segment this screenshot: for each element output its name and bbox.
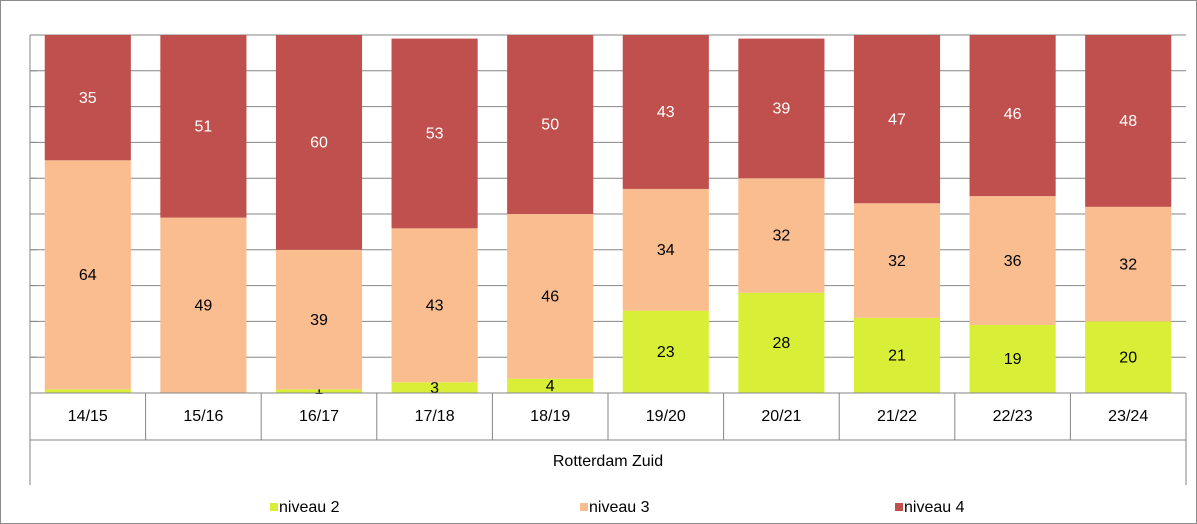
x-tick-label: 15/16	[183, 408, 223, 425]
data-label: 3	[430, 380, 439, 397]
bar-segment	[160, 35, 247, 218]
bar-segment	[853, 317, 941, 393]
x-tick-label: 14/15	[68, 408, 108, 425]
data-label: 4	[546, 378, 555, 395]
legend-swatch	[895, 503, 903, 511]
data-label: 34	[657, 242, 675, 259]
x-tick-label: 16/17	[299, 408, 339, 425]
bar-segment	[507, 378, 594, 393]
bar-segment	[391, 382, 478, 393]
bar-segment	[391, 38, 478, 229]
x-tick-label: 21/22	[877, 408, 917, 425]
bar-segment	[1085, 35, 1172, 207]
data-label: 43	[426, 298, 444, 315]
data-label: 49	[195, 298, 213, 315]
bar-segment	[507, 214, 594, 379]
data-label: 32	[888, 253, 906, 270]
x-tick-label: 18/19	[530, 408, 570, 425]
legend-swatch	[580, 503, 588, 511]
bar-segment	[44, 160, 131, 390]
data-label: 39	[310, 312, 328, 329]
group-label: Rotterdam Zuid	[553, 453, 663, 470]
data-label: 21	[888, 348, 906, 365]
bar-segment	[44, 35, 131, 161]
data-label: 32	[1119, 256, 1137, 273]
bar-segment	[969, 196, 1056, 325]
data-label: 32	[773, 228, 791, 245]
bar-segment	[853, 203, 941, 318]
bar-segment	[969, 324, 1056, 393]
bar-segment	[622, 310, 709, 393]
data-label: 46	[1004, 106, 1022, 123]
bar-segment	[1085, 206, 1172, 322]
bar-segment	[622, 35, 709, 189]
x-tick-label: 17/18	[415, 408, 455, 425]
bar-segment	[275, 249, 363, 390]
legend-label: niveau 3	[589, 499, 650, 516]
bar-segment	[738, 178, 825, 293]
bar-segment	[853, 35, 941, 204]
data-label: 50	[541, 117, 559, 134]
legend-label: niveau 4	[904, 499, 965, 516]
x-tick-label: 23/24	[1108, 408, 1148, 425]
data-label: 36	[1004, 253, 1022, 270]
bar-segment	[1085, 321, 1172, 393]
bar-segment	[507, 35, 594, 214]
data-label: 53	[426, 126, 444, 143]
data-label: 23	[657, 344, 675, 361]
data-label: 47	[888, 111, 906, 128]
data-label: 51	[195, 119, 213, 136]
data-label: 60	[310, 135, 328, 152]
legend-swatch	[270, 503, 278, 511]
bar-segment	[44, 389, 131, 393]
legend-label: niveau 2	[279, 499, 340, 516]
data-label: 28	[773, 335, 791, 352]
bar-segment	[969, 35, 1056, 197]
bar-segment	[275, 35, 363, 250]
bar-segment	[622, 188, 709, 311]
data-label: 64	[79, 267, 97, 284]
data-label: 48	[1119, 113, 1137, 130]
data-label: 39	[773, 101, 791, 118]
bar-segment	[738, 38, 825, 179]
bar-segment	[160, 217, 247, 393]
data-label: 46	[541, 289, 559, 306]
x-tick-label: 19/20	[646, 408, 686, 425]
x-tick-label: 22/23	[993, 408, 1033, 425]
bar-segment	[738, 292, 825, 393]
data-label: 1	[315, 381, 324, 398]
data-label: 20	[1119, 349, 1137, 366]
bar-segment	[391, 228, 478, 383]
data-label: 35	[79, 90, 97, 107]
data-label: 43	[657, 104, 675, 121]
x-tick-label: 20/21	[761, 408, 801, 425]
data-label: 19	[1004, 351, 1022, 368]
bar-segment	[275, 389, 363, 393]
